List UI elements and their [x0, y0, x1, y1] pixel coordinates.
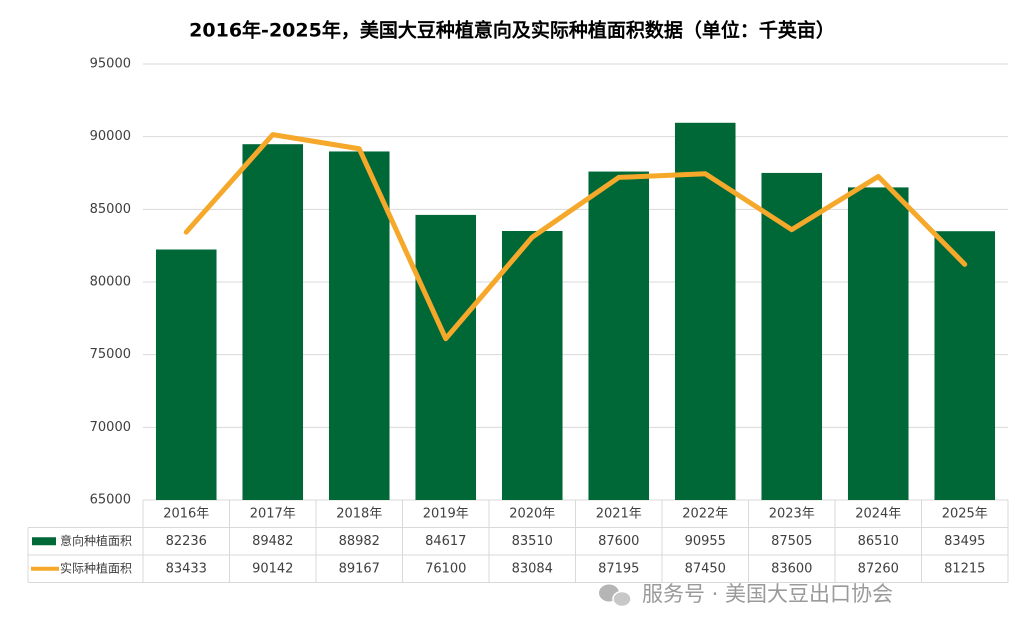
bar	[588, 171, 650, 500]
table-cell: 87195	[598, 561, 639, 576]
table-cell: 83433	[166, 561, 207, 576]
bar	[328, 151, 390, 500]
bar	[415, 214, 477, 500]
table-cell: 82236	[166, 534, 207, 549]
table-cell: 90142	[252, 561, 293, 576]
bar	[501, 230, 563, 500]
table-cell: 76100	[425, 561, 466, 576]
legend-swatch	[32, 537, 56, 546]
y-tick-label: 65000	[90, 493, 131, 508]
x-tick-label: 2024年	[855, 506, 901, 521]
table-cell: 83495	[944, 534, 985, 549]
table-cell: 83600	[771, 561, 812, 576]
x-tick-label: 2016年	[163, 506, 209, 521]
watermark: 服务号 · 美国大豆出口协会	[599, 582, 893, 608]
x-tick-label: 2017年	[250, 506, 296, 521]
watermark-text: 服务号 · 美国大豆出口协会	[642, 582, 893, 606]
table-cell: 86510	[858, 534, 899, 549]
y-tick-label: 80000	[90, 275, 131, 290]
table-cell: 83510	[512, 534, 553, 549]
y-tick-label: 85000	[90, 202, 131, 217]
line	[183, 132, 968, 342]
x-tick-label: 2018年	[336, 506, 382, 521]
table-cell: 87600	[598, 534, 639, 549]
x-tick-label: 2025年	[942, 506, 988, 521]
table-cell: 88982	[339, 534, 380, 549]
bar	[242, 144, 304, 500]
bar	[934, 231, 996, 500]
legend-label: 实际种植面积	[60, 560, 132, 575]
bar	[674, 122, 736, 501]
table-cell: 90955	[685, 534, 726, 549]
table-cell: 87505	[771, 534, 812, 549]
table-cell: 83084	[512, 561, 553, 576]
table-cell: 87260	[858, 561, 899, 576]
table-cell: 89167	[339, 561, 380, 576]
y-tick-label: 90000	[90, 129, 131, 144]
x-tick-label: 2019年	[423, 506, 469, 521]
y-tick-label: 95000	[90, 57, 131, 72]
legend-label: 意向种植面积	[60, 533, 132, 548]
x-tick-label: 2020年	[509, 506, 555, 521]
table-cell: 89482	[252, 534, 293, 549]
bar	[761, 172, 823, 500]
chart-title: 2016年-2025年，美国大豆种植意向及实际种植面积数据（单位：千英亩）	[189, 19, 835, 42]
y-tick-label: 70000	[90, 420, 131, 435]
table-cell: 81215	[944, 561, 985, 576]
wechat-icon	[612, 590, 632, 608]
x-tick-label: 2022年	[682, 506, 728, 521]
x-tick-label: 2023年	[769, 506, 815, 521]
table-cell: 84617	[425, 534, 466, 549]
x-tick-label: 2021年	[596, 506, 642, 521]
bar	[847, 187, 909, 500]
bar	[155, 249, 217, 500]
y-tick-label: 75000	[90, 347, 131, 362]
table-cell: 87450	[685, 561, 726, 576]
